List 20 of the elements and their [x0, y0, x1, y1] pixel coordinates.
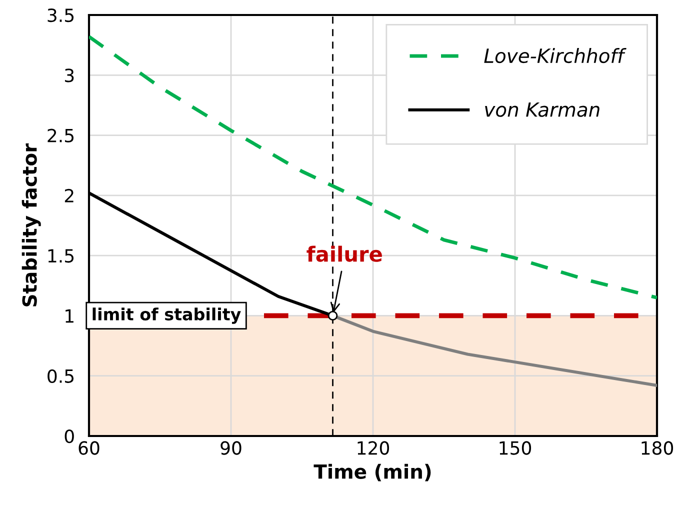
legend-label: von Karman — [485, 102, 600, 117]
y-tick-label: 1 — [66, 309, 74, 323]
x-tick-label: 90 — [220, 441, 242, 455]
legend-label: Love-Kirchhoff — [484, 48, 626, 64]
x-axis-title: Time (min) — [314, 464, 431, 482]
y-tick-label: 1.5 — [48, 249, 74, 263]
y-tick-label: 3 — [65, 68, 74, 82]
x-tick-label: 120 — [358, 441, 390, 455]
annotation: failure — [306, 246, 382, 262]
y-tick-label: 0.5 — [48, 369, 74, 383]
x-tick-label: 60 — [78, 441, 100, 455]
y-tick-label: 3.5 — [48, 8, 74, 22]
ref-line-label: limit of stability — [92, 308, 241, 324]
y-axis-title: Stability factor — [22, 143, 41, 306]
x-tick-label: 150 — [500, 441, 532, 455]
y-tick-label: 2 — [64, 188, 74, 202]
y-tick-label: 2.5 — [48, 128, 74, 142]
y-tick-label: 0 — [64, 429, 74, 444]
x-tick-label: 180 — [642, 441, 674, 455]
line-series — [89, 34, 657, 300]
